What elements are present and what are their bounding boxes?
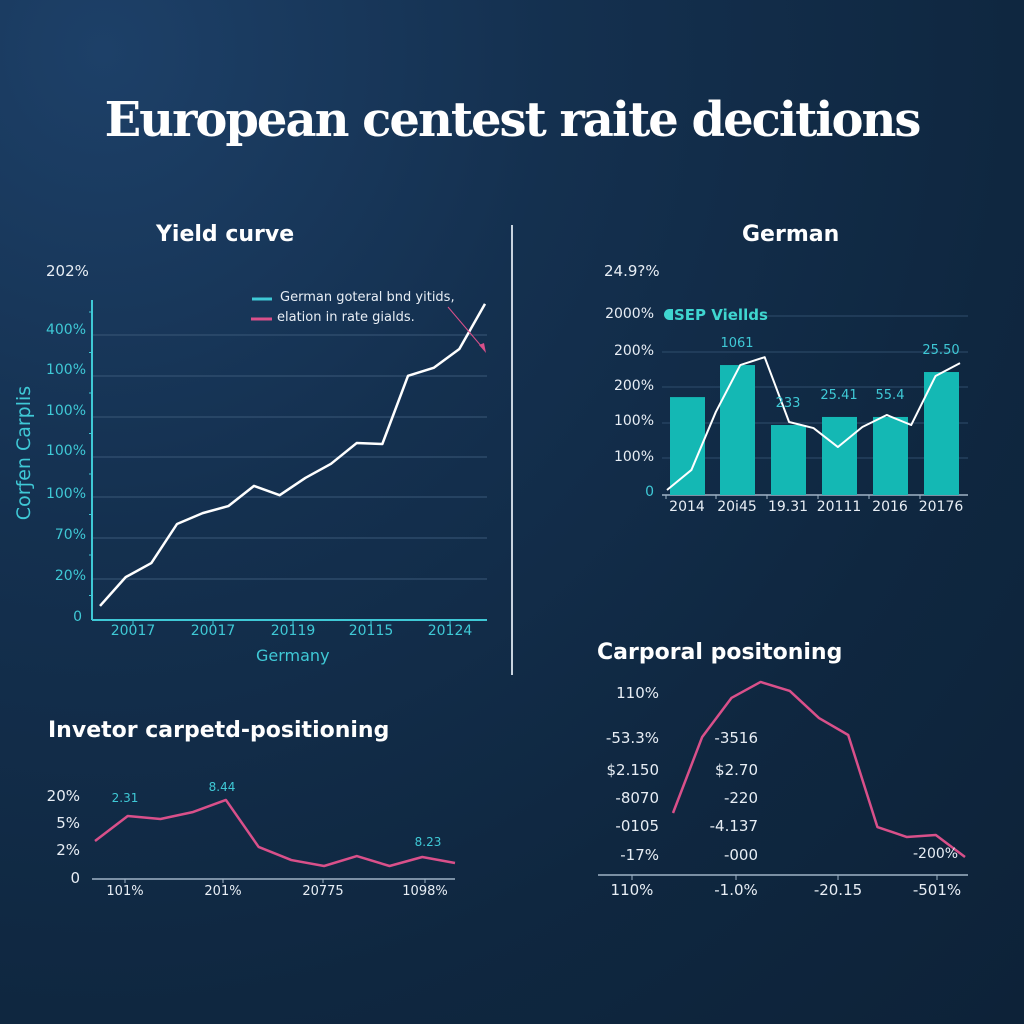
german-overlay-line bbox=[666, 356, 961, 491]
y-tick-label: 110% bbox=[616, 684, 659, 702]
corporal-end-label: -200% bbox=[913, 846, 959, 862]
x-tick-label: 110% bbox=[610, 881, 654, 899]
x-tick-label: 20176 bbox=[918, 499, 964, 515]
data-label: 8.44 bbox=[208, 780, 236, 794]
y-tick-label: 0 bbox=[645, 484, 654, 500]
y-tick-label: 100% bbox=[45, 403, 86, 419]
x-tick-label: -501% bbox=[912, 881, 962, 899]
y-tick-label: 2000% bbox=[605, 306, 654, 322]
x-tick-label: 2016 bbox=[872, 499, 908, 515]
annotation-arrow bbox=[447, 306, 483, 348]
x-tick-label: 20115 bbox=[348, 623, 394, 639]
y-tick-label: 400% bbox=[45, 322, 86, 338]
german-top-label: 24.9?% bbox=[604, 262, 660, 280]
legend-dot-icon bbox=[664, 309, 673, 320]
x-tick-label: 101% bbox=[106, 884, 144, 899]
x-tick-label: 1098% bbox=[402, 884, 448, 899]
y-tick-label: 100% bbox=[613, 413, 654, 429]
page-title: European centest raite decitions bbox=[104, 92, 922, 148]
bar-2014 bbox=[670, 397, 705, 495]
y-tick-label: -000 bbox=[723, 846, 758, 864]
data-label: 2.31 bbox=[111, 791, 139, 805]
yield-curve-title: Yield curve bbox=[156, 222, 295, 247]
y-tick-label: 5% bbox=[56, 814, 80, 832]
y-tick-label: -0105 bbox=[615, 817, 659, 835]
bar-value-label: 233 bbox=[775, 396, 801, 411]
y-tick-label: 200% bbox=[613, 343, 654, 359]
bar-20111 bbox=[822, 416, 857, 495]
y-tick-label: 20% bbox=[54, 568, 86, 584]
x-tick-label: 20i45 bbox=[717, 499, 757, 515]
yield-curve-x-axis-label: Germany bbox=[256, 646, 330, 665]
bar-value-label: 25.41 bbox=[820, 387, 858, 403]
x-tick-label: 20119 bbox=[270, 623, 316, 639]
y-tick-label: -53.3% bbox=[605, 729, 659, 747]
y-tick-label: 200% bbox=[613, 378, 654, 394]
investor-positioning-line bbox=[94, 798, 456, 868]
y-tick-label: 0 bbox=[73, 609, 82, 625]
y-tick-label: -17% bbox=[620, 846, 659, 864]
y-tick-label: -220 bbox=[723, 789, 758, 807]
x-tick-label: 20124 bbox=[427, 623, 473, 639]
x-tick-label: 201% bbox=[204, 884, 242, 899]
german-chart-title: German bbox=[742, 222, 840, 247]
y-tick-label: 0 bbox=[70, 869, 80, 887]
x-tick-label: 20017 bbox=[110, 623, 156, 639]
y-tick-label: 100% bbox=[45, 486, 86, 502]
bar-20176 bbox=[924, 372, 959, 495]
x-tick-label: 20111 bbox=[816, 499, 862, 515]
y-tick-label: $2.150 bbox=[606, 761, 660, 779]
x-tick-label: -20.15 bbox=[813, 881, 863, 899]
y-tick-label: -8070 bbox=[615, 789, 659, 807]
corporal-positioning-title: Carporal positoning bbox=[597, 640, 843, 665]
legend-item-sep-yields: SEP Viellds bbox=[664, 306, 768, 324]
bar-2016 bbox=[873, 416, 908, 495]
y-tick-label: 100% bbox=[45, 443, 86, 459]
yield-curve-top-label: 202% bbox=[46, 262, 89, 280]
legend-label: SEP Viellds bbox=[674, 306, 768, 324]
bar-value-label: 25.50 bbox=[922, 343, 960, 359]
y-tick-label: 2% bbox=[56, 841, 80, 859]
y-tick-label: $2.70 bbox=[715, 761, 758, 779]
y-tick-label: 20% bbox=[46, 787, 80, 805]
x-tick-label: 19.31 bbox=[767, 499, 809, 515]
y-tick-label: -3516 bbox=[714, 729, 758, 747]
bar-value-label: 55.4 bbox=[875, 387, 905, 403]
legend-item-rate-gialds: elation in rate gialds. bbox=[277, 310, 415, 325]
investor-positioning-title: Invetor carpetd-positioning bbox=[48, 718, 390, 743]
y-tick-label: 100% bbox=[613, 449, 654, 465]
y-tick-label: 70% bbox=[54, 527, 86, 543]
legend-item-german-yields: German goteral bnd yitids, bbox=[280, 290, 455, 305]
y-tick-label: -4.137 bbox=[709, 817, 758, 835]
data-label: 8.23 bbox=[414, 835, 442, 849]
x-tick-label: 2014 bbox=[669, 499, 705, 515]
yield-curve-line bbox=[99, 303, 487, 607]
x-tick-label: 20017 bbox=[190, 623, 236, 639]
y-tick-label: 100% bbox=[45, 362, 86, 378]
bar-20i45 bbox=[720, 365, 755, 495]
x-tick-label: 20775 bbox=[302, 884, 344, 899]
bar-value-label: 1061 bbox=[720, 336, 754, 352]
x-tick-label: -1.0% bbox=[714, 881, 758, 899]
bar-19.31 bbox=[771, 425, 806, 495]
arrowhead-icon bbox=[479, 343, 486, 353]
